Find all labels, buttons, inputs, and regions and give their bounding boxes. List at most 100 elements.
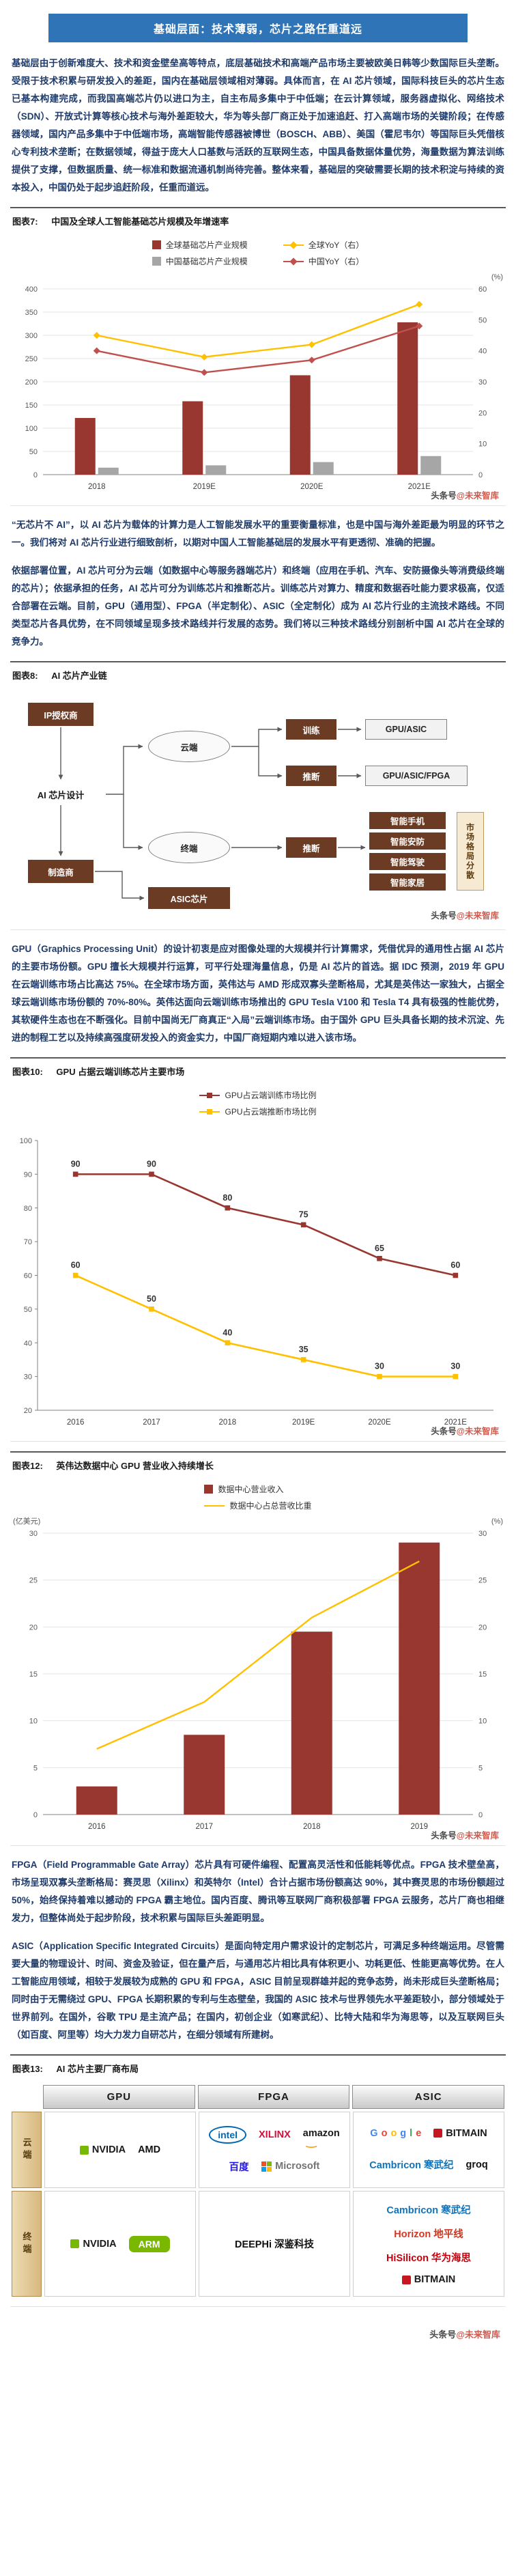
chart-legend: 全球基础芯片产业规模 全球YoY（右） 中国基础芯片产业规模 中国YoY（右）: [152, 235, 364, 270]
chart-nvidia-datacenter-revenue: 数据中心营业收入 数据中心占总营收比重 0 5 10 15 20 25 30 0 5 10 15 20 25…: [10, 1476, 506, 1845]
diagram-node-chip-design: AI 芯片设计: [37, 789, 85, 800]
fig12-svg: 0 5 10 15 20 25 30 0 5 10 15 20 25 30 (亿美元) (%) 2016 2017…: [13, 1517, 503, 1831]
svg-text:2017: 2017: [143, 1418, 160, 1427]
vendor-logo-intel: intel: [209, 2126, 247, 2144]
svg-text:2021E: 2021E: [408, 483, 431, 491]
vendor-cell: DEEPHi 深鉴科技: [199, 2191, 350, 2297]
svg-text:80: 80: [24, 1205, 32, 1213]
bar: [74, 418, 96, 475]
watermark-prefix: 头条号: [431, 911, 457, 921]
figure-12: 图表12: 英伟达数据中心 GPU 营业收入持续增长 数据中心营业收入 数据中心占…: [10, 1451, 506, 1846]
svg-text:65: 65: [375, 1244, 384, 1253]
bar: [184, 1735, 225, 1815]
svg-text:60: 60: [478, 285, 487, 294]
vendor-logo-microsoft: Microsoft: [261, 2161, 319, 2172]
watermark-prefix: 头条号: [429, 2329, 457, 2340]
page-watermark: 头条号@未来智库: [10, 2316, 506, 2346]
paragraph-foundation-overview: 基础层由于创新难度大、技术和资金壁垒高等特点，底层基础技术和高端产品市场主要被欧…: [12, 58, 504, 193]
diagram-node-edge: 终端: [148, 832, 230, 863]
svg-text:50: 50: [147, 1294, 156, 1304]
line-series: [96, 303, 420, 358]
vendor-column-header-asic: ASIC: [352, 2085, 505, 2109]
svg-text:5: 5: [33, 1764, 38, 1772]
svg-text:2021E: 2021E: [444, 1418, 468, 1427]
bar: [397, 322, 418, 475]
svg-text:50: 50: [478, 316, 487, 324]
svg-text:90: 90: [147, 1159, 156, 1168]
bar: [182, 401, 203, 475]
diagram-node-app-home: 智能家居: [369, 873, 446, 891]
svg-text:2017: 2017: [195, 1823, 213, 1831]
chart-basic-chip-scale: 全球基础芯片产业规模 全球YoY（右） 中国基础芯片产业规模 中国YoY（右） 0 50 1…: [10, 232, 506, 505]
figure-8-label: 图表8:: [12, 671, 38, 681]
line-series: [75, 1274, 456, 1377]
figure-8-header: 图表8: AI 芯片产业链: [10, 661, 506, 686]
fig7-svg: 0 50 100 150 200 250 300 350 400 0 10 20 30 40 50 60 (%)…: [25, 273, 503, 491]
vendor-logo-xilinx: XILINX: [259, 2129, 291, 2141]
svg-text:2018: 2018: [88, 483, 106, 491]
vendor-logo-deephi: DEEPHi 深鉴科技: [234, 2239, 314, 2250]
diagram-node-app-driving: 智能驾驶: [369, 853, 446, 870]
diagram-node-manufacturer: 制造商: [28, 860, 94, 883]
svg-text:2018: 2018: [303, 1823, 321, 1831]
diagram-node-training: 训练: [286, 719, 336, 740]
figure-13-title: AI 芯片主要厂商布局: [56, 2064, 139, 2074]
figure-12-title: 英伟达数据中心 GPU 营业收入持续增长: [56, 1461, 214, 1471]
svg-text:2019E: 2019E: [292, 1418, 315, 1427]
bar: [76, 1786, 117, 1815]
vendor-logo-hisilicon: HiSilicon 华为海思: [386, 2253, 472, 2264]
diagram-node-cloud: 云端: [148, 731, 230, 762]
vendor-band-label: 云端: [12, 2112, 42, 2188]
svg-text:90: 90: [24, 1171, 32, 1179]
figure-7: 图表7: 中国及全球人工智能基础芯片规模及年增速率 全球基础芯片产业规模 全球Yo…: [10, 207, 506, 506]
watermark: 头条号@未来智库: [431, 491, 499, 501]
figure-10-title: GPU 占据云端训练芯片主要市场: [56, 1067, 185, 1077]
legend-item: 中国基础芯片产业规模: [152, 255, 248, 267]
paragraph-gpu: GPU（Graphics Processing Unit）的设计初衷是应对图像处…: [12, 944, 504, 1043]
paragraph-fpga: FPGA（Field Programmable Gate Array）芯片具有可…: [12, 1860, 504, 1923]
svg-text:100: 100: [25, 425, 38, 433]
legend-item: GPU占云端训练市场比例: [199, 1089, 317, 1101]
svg-text:100: 100: [20, 1137, 32, 1145]
vendor-landscape-table: GPU FPGA ASIC 云端 NVIDIA AMD intel XILINX amazon ‿…: [10, 2080, 506, 2306]
svg-text:20: 20: [478, 409, 487, 417]
figure-13-header: 图表13: AI 芯片主要厂商布局: [10, 2054, 506, 2080]
paragraph-asic: ASIC（Application Specific Integrated Cir…: [12, 1941, 504, 2040]
bar: [420, 456, 442, 475]
vendor-header-row: GPU FPGA ASIC: [10, 2084, 506, 2110]
vendor-logo-nvidia: NVIDIA: [70, 2239, 117, 2250]
diagram-ai-chip-industry-chain: IP授权商 AI 芯片设计 制造商 云端 终端 训练 推断 推断 GPU/ASI…: [10, 692, 506, 925]
watermark: 头条号@未来智库: [431, 1427, 499, 1436]
svg-text:2019: 2019: [410, 1823, 428, 1831]
svg-text:20: 20: [29, 1623, 38, 1632]
svg-text:25: 25: [478, 1577, 487, 1585]
vendor-logo-horizon: Horizon 地平线: [394, 2229, 463, 2240]
diagram-node-cloud-infer-chips: GPU/ASIC/FPGA: [365, 766, 468, 786]
svg-text:15: 15: [478, 1670, 487, 1679]
diagram-note-fragmented-market: 市场格局分散: [457, 812, 484, 891]
bar: [291, 1632, 332, 1815]
diagram-node-app-security: 智能安防: [369, 832, 446, 850]
figure-10: 图表10: GPU 占据云端训练芯片主要市场 GPU占云端训练市场比例 GPU占云…: [10, 1057, 506, 1442]
legend-item: GPU占云端推断市场比例: [199, 1106, 317, 1117]
vendor-band-row: 终端 NVIDIA ARM DEEPHi 深鉴科技 Cambricon 寒武纪 Horiz…: [10, 2189, 506, 2298]
figure-7-title: 中国及全球人工智能基础芯片规模及年增速率: [51, 216, 229, 227]
chart-gpu-cloud-training-share: GPU占云端训练市场比例 GPU占云端推断市场比例 20 30 40 50 60 70 80 90…: [10, 1082, 506, 1441]
svg-text:80: 80: [223, 1193, 232, 1203]
line-series: [96, 325, 420, 374]
chart-legend: 数据中心营业收入 数据中心占总营收比重: [204, 1479, 312, 1514]
nvidia-mark-icon: [79, 2145, 89, 2155]
figure-12-label: 图表12:: [12, 1461, 43, 1471]
figure-8-title: AI 芯片产业链: [51, 671, 107, 681]
vendor-band-row: 云端 NVIDIA AMD intel XILINX amazon ‿ 百度 Microsoft…: [10, 2110, 506, 2189]
svg-text:150: 150: [25, 402, 38, 410]
vendor-logo-cambricon: Cambricon 寒武纪: [386, 2205, 471, 2216]
diagram-node-ip-vendor: IP授权商: [28, 703, 94, 726]
vendor-logo-baidu: 百度: [229, 2161, 249, 2173]
vendor-logo-cambricon: Cambricon 寒武纪: [369, 2160, 454, 2172]
legend-item: 全球YoY（右）: [283, 239, 364, 251]
svg-text:60: 60: [71, 1261, 81, 1270]
chart-legend: GPU占云端训练市场比例 GPU占云端推断市场比例: [199, 1085, 317, 1120]
watermark-handle: @未来智库: [456, 2329, 500, 2340]
